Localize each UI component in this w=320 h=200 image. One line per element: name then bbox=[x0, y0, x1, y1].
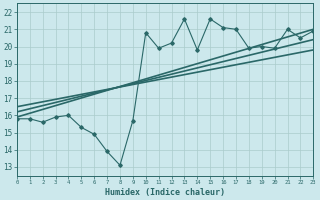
X-axis label: Humidex (Indice chaleur): Humidex (Indice chaleur) bbox=[105, 188, 225, 197]
